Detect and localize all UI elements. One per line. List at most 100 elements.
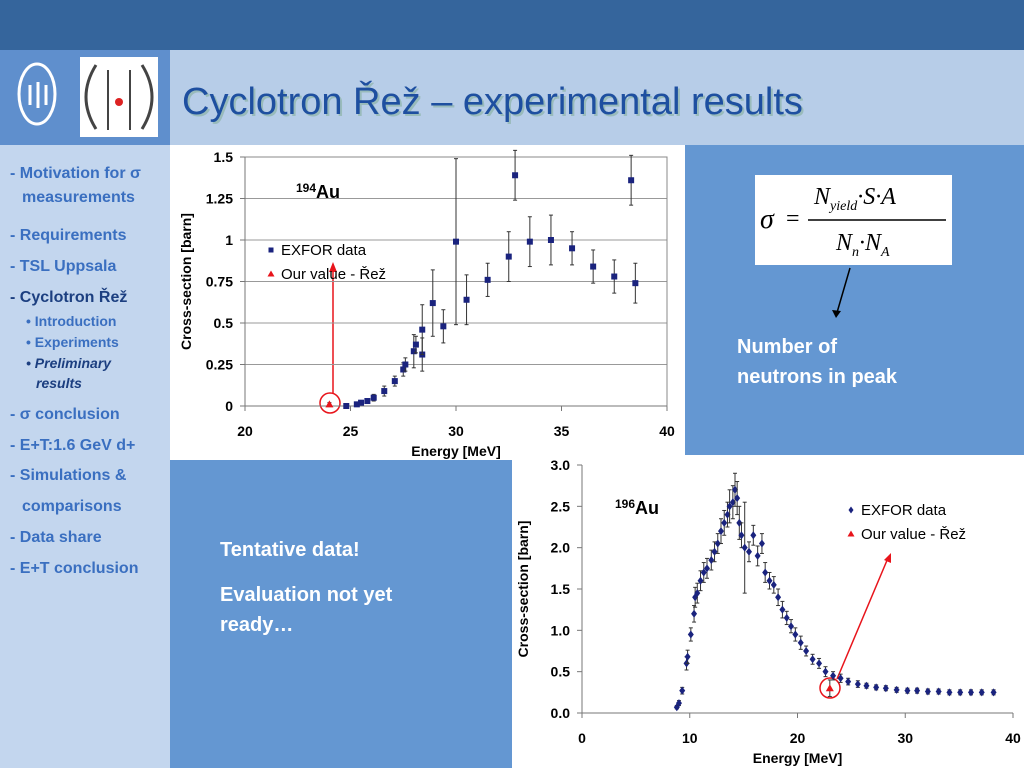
isotope-label: 194Au [296,181,340,202]
menu-item: measurements [22,189,135,206]
x-tick-label: 30 [448,423,464,439]
submenu-item-active: results [36,375,82,391]
isotope-mass: 194 [296,181,316,195]
marker [779,605,786,614]
marker [803,647,810,655]
marker [946,688,953,697]
marker [837,674,844,683]
y-tick-label: 1.0 [551,622,571,638]
marker [957,688,964,697]
menu-item: - E+T conclusion [10,560,138,577]
formula-numerator: Nyield·S·A [813,184,896,214]
marker [611,273,618,280]
marker [822,667,829,676]
marker [967,688,974,697]
marker [717,527,724,536]
marker [893,685,900,694]
slide-title: Cyclotron Řež – experimental results [182,80,803,123]
marker [724,510,731,519]
submenu-item: • Introduction [26,313,116,329]
legend-label: EXFOR data [281,242,367,259]
marker [675,699,682,708]
marker [770,580,777,589]
y-tick-label: 0.25 [206,357,233,373]
arrow-head [329,262,337,272]
marker [762,568,769,577]
marker [726,502,733,511]
marker [754,551,761,560]
marker [935,687,942,696]
marker [792,630,799,639]
marker [512,172,519,179]
x-tick-label: 0 [578,730,586,746]
marker [440,323,447,330]
marker [412,341,419,348]
y-tick-label: 1.25 [206,191,233,207]
menu-item: - Simulations & [10,467,127,484]
marker [904,686,911,695]
arrow-head [884,553,891,563]
x-tick-label: 10 [682,730,698,746]
menu-item: - Data share [10,529,102,546]
marker [370,394,377,401]
marker [628,177,635,184]
isotope-element: Au [316,182,340,202]
y-tick-label: 0 [225,398,233,414]
x-axis-label: Energy [MeV] [753,750,842,766]
marker [703,564,710,573]
marker [590,263,597,270]
chart-box [172,145,685,460]
marker [854,680,861,689]
title-band [0,50,1024,145]
logo-shape [80,57,158,137]
x-tick-label: 35 [554,423,570,439]
marker [721,518,728,527]
y-tick-label: 0.5 [551,664,571,680]
marker [714,539,721,548]
marker [809,655,816,664]
marker [505,253,512,260]
marker [775,593,782,602]
formula-subscript: A [880,245,890,260]
logo-shape [28,82,48,108]
marker [325,400,334,408]
y-tick-label: 0.0 [551,705,571,721]
formula-note: neutrons in peak [737,366,898,388]
formula-part: ·N [859,230,883,256]
highlight-circle [319,392,341,414]
marker [400,366,407,373]
x-tick-label: 20 [790,730,806,746]
isotope-element: Au [635,498,659,518]
marker [391,378,398,385]
formula-subscript: yield [828,199,858,214]
highlight-circle [819,677,841,699]
marker [746,547,753,556]
marker [766,576,773,585]
menu-item: - Motivation for σ [10,165,141,182]
chart-box [512,455,1024,768]
formula-subscript: n [852,245,859,260]
y-tick-label: 2.0 [551,540,571,556]
marker [632,280,639,287]
marker [353,401,360,408]
menu-item: - σ conclusion [10,406,120,423]
y-tick-label: 3.0 [551,457,571,473]
x-tick-label: 30 [897,730,913,746]
marker [732,485,739,494]
marker [825,684,834,692]
y-tick-label: 1.5 [551,581,571,597]
marker [783,613,790,622]
marker [788,622,795,631]
formula-sigma: σ [760,204,775,235]
marker [741,543,748,552]
title-shadow: Cyclotron Řež – experimental results [184,82,805,125]
arrow-head [832,310,841,318]
x-tick-label: 40 [1005,730,1021,746]
formula-part: N [813,184,832,210]
submenu-item-active: • Preliminary [26,355,112,371]
legend-label: EXFOR data [861,502,947,519]
marker [978,688,985,697]
marker [429,300,436,307]
logo-shape [17,62,57,126]
